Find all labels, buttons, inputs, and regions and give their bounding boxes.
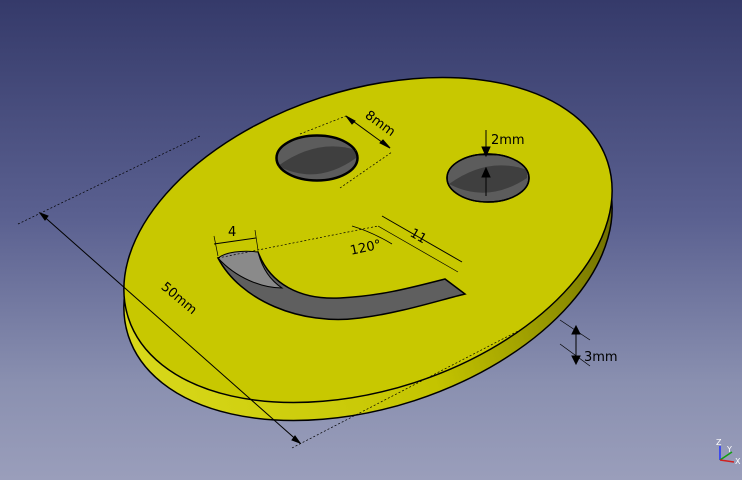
dim-face-diameter <box>17 135 521 449</box>
mouth-slot <box>216 250 467 321</box>
axis-z-label: Z <box>716 438 722 447</box>
dim-eye-diameter <box>299 115 393 189</box>
left-eye <box>275 134 359 182</box>
axis-x-label: X <box>735 457 741 466</box>
label-mouth-radius: 11 <box>407 226 429 247</box>
label-eye-depth: 2mm <box>491 133 525 148</box>
axis-indicator: Z Y X <box>716 438 741 466</box>
dim-mouth-width <box>213 229 259 257</box>
label-mouth-angle: 120° <box>349 238 383 259</box>
dim-mouth-radius <box>217 215 463 273</box>
label-thickness: 3mm <box>584 350 618 365</box>
dim-thickness <box>559 319 591 367</box>
right-eye <box>446 153 530 203</box>
axis-y-label: Y <box>726 445 732 454</box>
dim-eye-depth <box>479 130 496 196</box>
label-mouth-width: 4 <box>228 225 236 240</box>
